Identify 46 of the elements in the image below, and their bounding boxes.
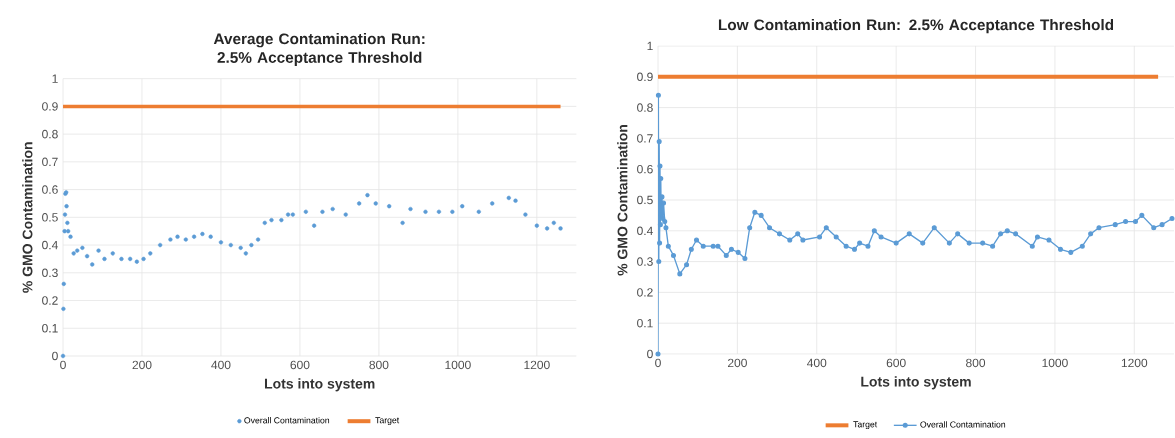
x-tick-label: 200: [727, 358, 747, 368]
x-tick-label: 800: [966, 358, 986, 368]
y-tick-label: 0.7: [42, 157, 58, 167]
x-tick-label: 400: [211, 360, 231, 370]
y-tick-label: 1: [52, 74, 58, 83]
x-tick-label: 0: [60, 360, 66, 370]
y-tick-label: 0.1: [637, 318, 653, 328]
y-tick-label: 0.4: [637, 226, 653, 236]
y-tick-label: 1: [647, 41, 653, 51]
y-tick-label: 0.1: [42, 324, 58, 333]
legend-label: Overall Contamination: [920, 421, 1006, 428]
x-tick-label: 400: [807, 358, 827, 368]
y-tick-label: 0.3: [637, 257, 653, 266]
x-tick-label: 800: [369, 360, 389, 370]
y-tick-label: 0.4: [42, 240, 58, 250]
y-axis-title: % GMO Contamination: [22, 142, 33, 293]
x-axis-title: Lots into system: [265, 378, 375, 392]
y-tick-label: 0.5: [637, 195, 653, 205]
y-tick-label: 0.5: [42, 213, 58, 222]
x-tick-label: 1200: [1121, 358, 1148, 368]
legend-label: Target: [375, 417, 400, 425]
x-tick-label: 600: [290, 360, 310, 370]
x-tick-label: 1200: [524, 360, 550, 370]
x-axis-title: Lots into system: [861, 376, 971, 390]
legend-label: Overall Contamination: [244, 417, 330, 424]
y-tick-label: 0.8: [637, 103, 653, 112]
y-tick-label: 0: [52, 351, 58, 361]
x-tick-label: 200: [132, 360, 152, 370]
y-tick-label: 0: [647, 349, 653, 359]
x-tick-label: 600: [886, 358, 906, 368]
y-axis-title: % GMO Contamination: [617, 125, 628, 276]
x-tick-label: 1000: [445, 360, 471, 370]
y-tick-label: 0.3: [42, 268, 58, 278]
y-tick-label: 0.7: [637, 134, 653, 143]
y-tick-label: 0.6: [637, 164, 653, 174]
x-tick-label: 1000: [1042, 358, 1068, 368]
chart-title: Average Contamination Run: 2.5% Acceptance Threshold: [213, 33, 425, 66]
chart-title: Low Contamination Run: 2.5% Acceptance Threshold: [718, 18, 1114, 34]
y-tick-label: 0.9: [637, 72, 653, 82]
y-tick-label: 0.2: [637, 288, 653, 297]
y-tick-label: 0.9: [42, 102, 58, 111]
legend-label: Target: [853, 421, 878, 430]
y-tick-label: 0.8: [42, 129, 58, 139]
x-tick-label: 0: [655, 358, 661, 368]
y-tick-label: 0.6: [42, 185, 58, 194]
y-tick-label: 0.2: [42, 296, 58, 305]
